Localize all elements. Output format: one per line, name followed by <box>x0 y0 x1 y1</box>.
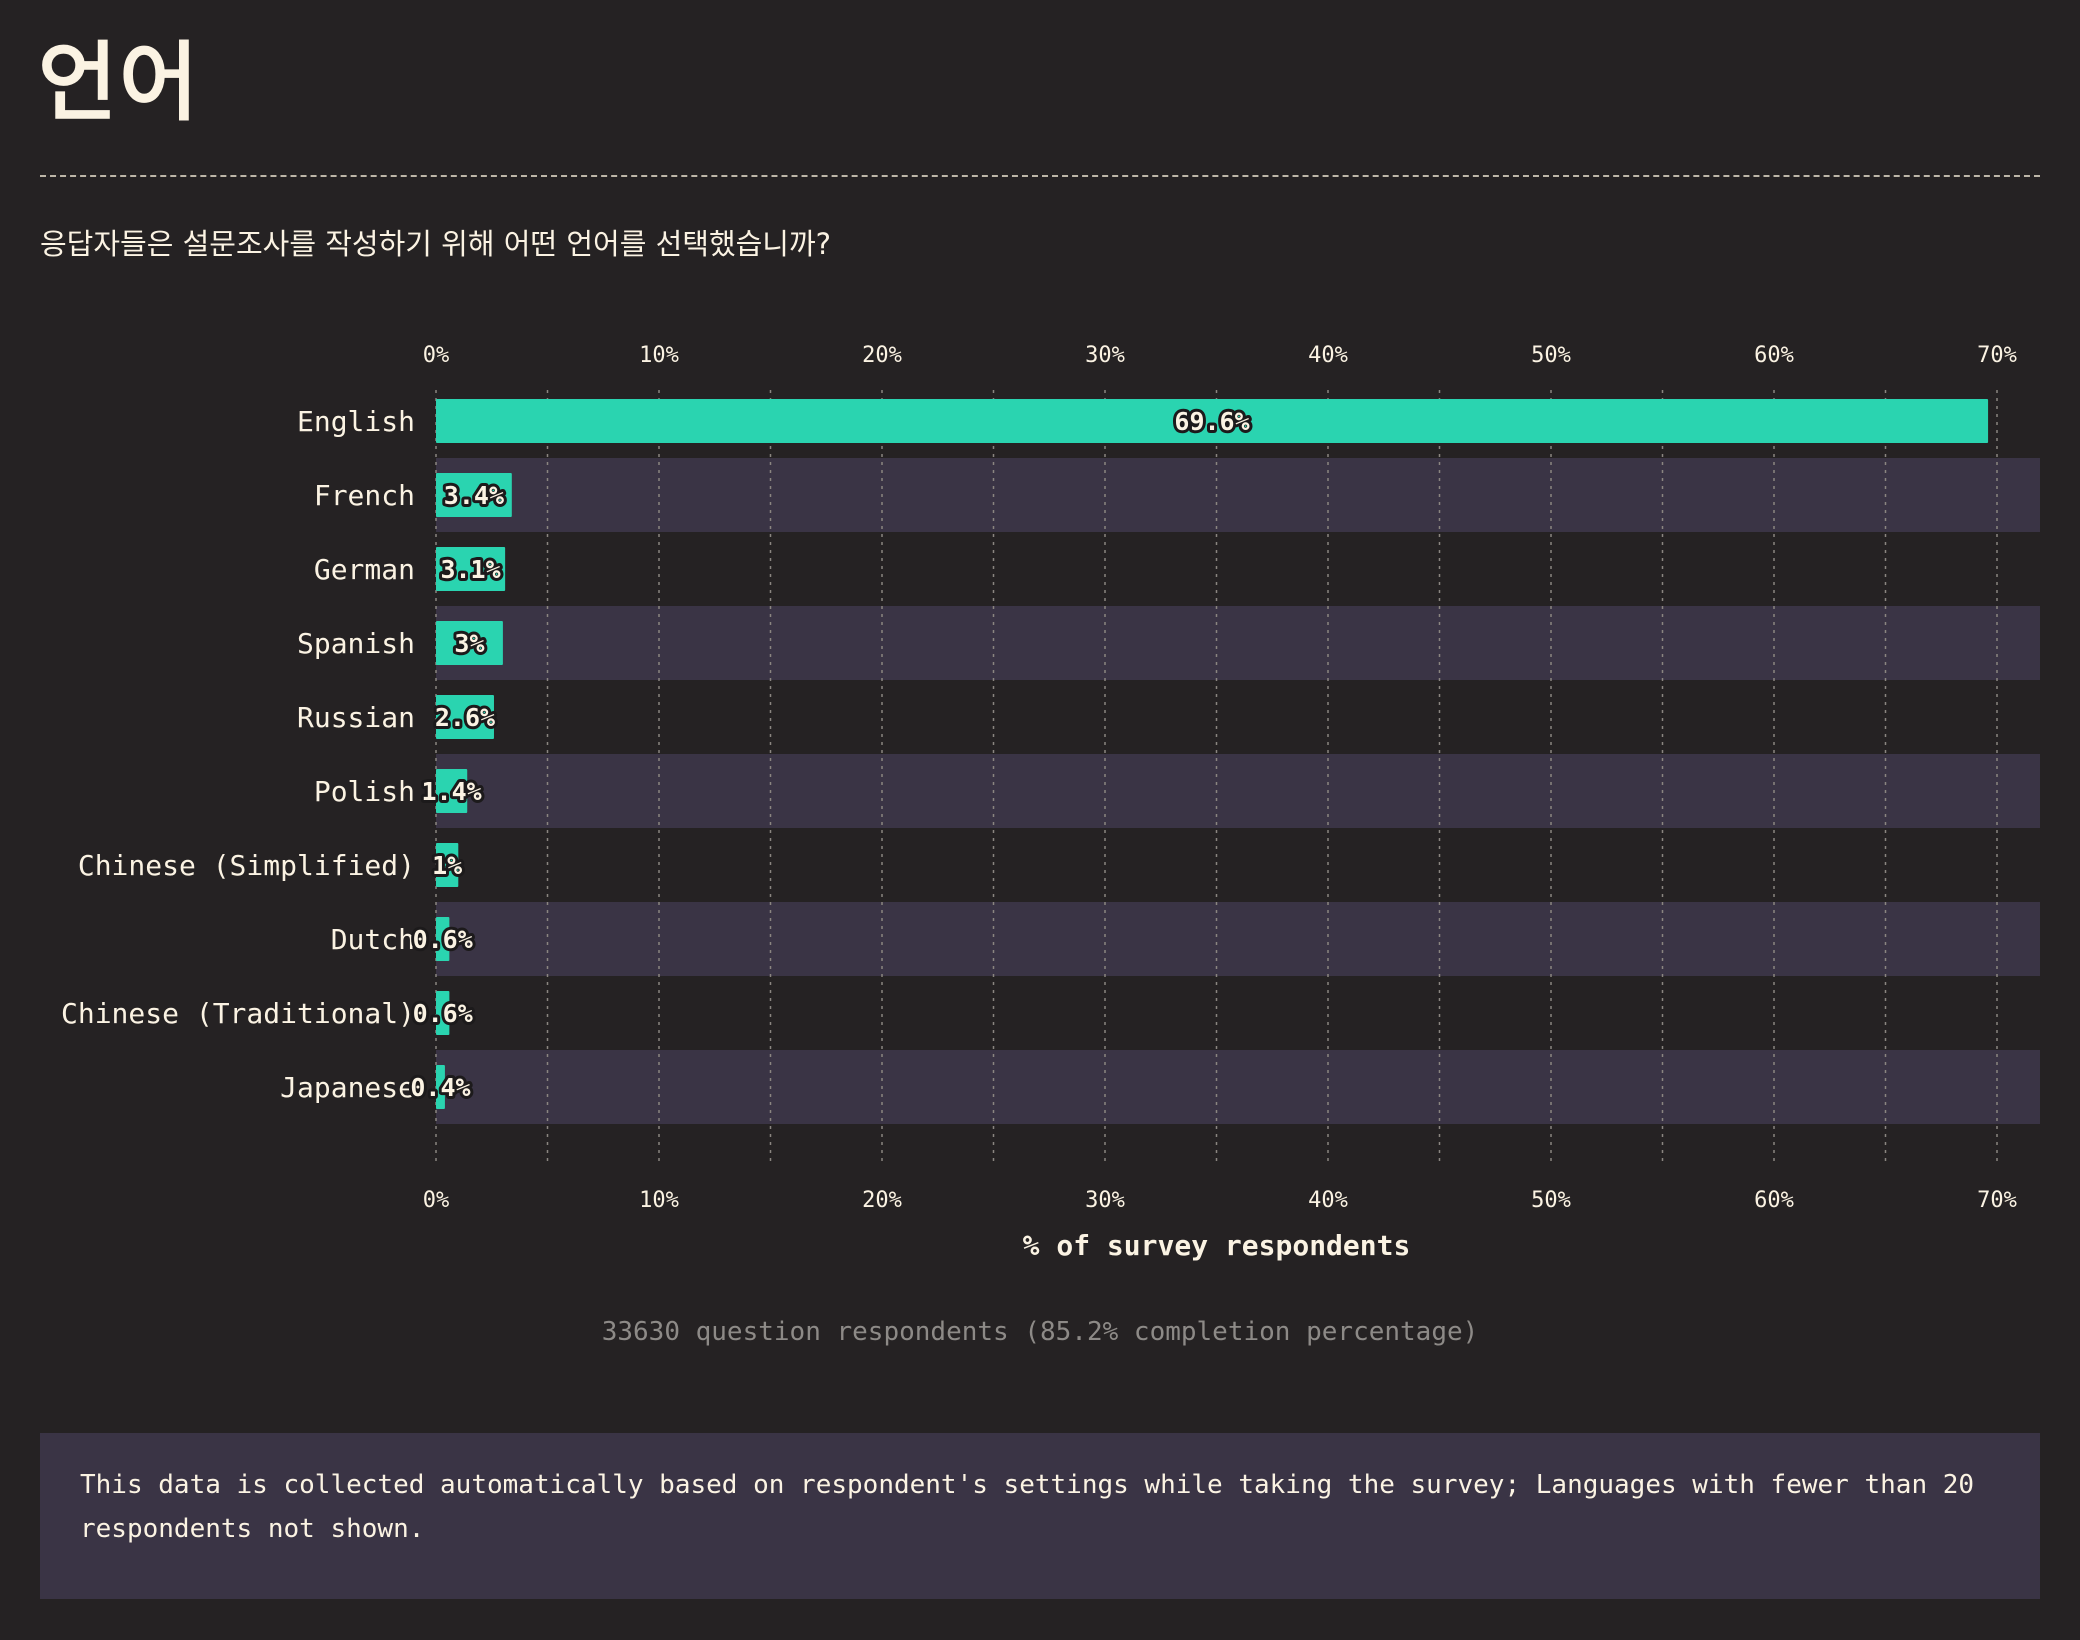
bar <box>436 399 1989 443</box>
bar <box>436 695 494 739</box>
row-band <box>436 902 2040 976</box>
row-band <box>436 1050 2040 1124</box>
bar <box>436 917 450 961</box>
footnote-box: This data is collected automatically bas… <box>40 1433 2040 1599</box>
category-label: French <box>314 479 415 512</box>
respondents-count: 33630 question respondents (85.2% comple… <box>601 1317 1479 1347</box>
x-tick-label-bottom: 0% <box>423 1188 450 1213</box>
bar <box>436 621 503 665</box>
category-label: German <box>314 553 415 586</box>
x-tick-label-top: 30% <box>1085 343 1125 368</box>
x-tick-label-bottom: 50% <box>1531 1188 1571 1213</box>
value-label: 0.6% <box>413 925 473 954</box>
x-tick-label-top: 70% <box>1977 343 2017 368</box>
x-tick-label-top: 50% <box>1531 343 1571 368</box>
bar <box>436 843 459 887</box>
value-label: 3% <box>454 629 484 658</box>
x-tick-label-bottom: 10% <box>639 1188 679 1213</box>
value-label: 0.4% <box>410 1073 470 1102</box>
category-label: Dutch <box>331 923 415 956</box>
x-tick-label-top: 40% <box>1308 343 1348 368</box>
row-band <box>436 606 2040 680</box>
bar <box>436 991 450 1035</box>
title-divider <box>40 175 2040 177</box>
row-band <box>436 458 2040 532</box>
value-label: 2.6% <box>435 703 495 732</box>
x-tick-label-bottom: 70% <box>1977 1188 2017 1213</box>
category-label: Chinese (Traditional) <box>61 997 415 1030</box>
bar <box>436 547 506 591</box>
page-title: 언어 <box>38 33 201 133</box>
bar <box>436 769 468 813</box>
x-tick-label-bottom: 30% <box>1085 1188 1125 1213</box>
bar-chart: 0% 0% 10% 10% 20% 20% 30% 30% 40% 40% 50% 50% 60% 60%… <box>61 343 2040 1262</box>
category-label: Russian <box>297 701 415 734</box>
bar <box>436 1065 445 1109</box>
category-label: Polish <box>314 775 415 808</box>
category-label: Japanese <box>280 1071 415 1104</box>
value-label: 3.4% <box>444 481 504 510</box>
bar <box>436 473 512 517</box>
question-text: 응답자들은 설문조사를 작성하기 위해 어떤 언어를 선택했습니까? <box>40 227 832 261</box>
category-label: English <box>297 405 415 438</box>
value-label: 1.4% <box>422 777 482 806</box>
value-label: 69.6% <box>1174 407 1249 436</box>
value-label: 3.1% <box>440 555 500 584</box>
value-label: 1% <box>432 851 462 880</box>
x-tick-label-bottom: 20% <box>862 1188 902 1213</box>
x-tick-label-top: 60% <box>1754 343 1794 368</box>
category-label: Spanish <box>297 627 415 660</box>
row-band <box>436 754 2040 828</box>
x-axis-title: % of survey respondents <box>1023 1229 1411 1262</box>
value-label: 0.6% <box>413 999 473 1028</box>
x-tick-label-top: 20% <box>862 343 902 368</box>
footnote-text: This data is collected automatically bas… <box>80 1470 1975 1544</box>
x-tick-label-top: 0% <box>423 343 450 368</box>
category-label: Chinese (Simplified) <box>78 849 415 882</box>
x-tick-label-bottom: 40% <box>1308 1188 1348 1213</box>
x-tick-label-top: 10% <box>639 343 679 368</box>
x-tick-label-bottom: 60% <box>1754 1188 1794 1213</box>
